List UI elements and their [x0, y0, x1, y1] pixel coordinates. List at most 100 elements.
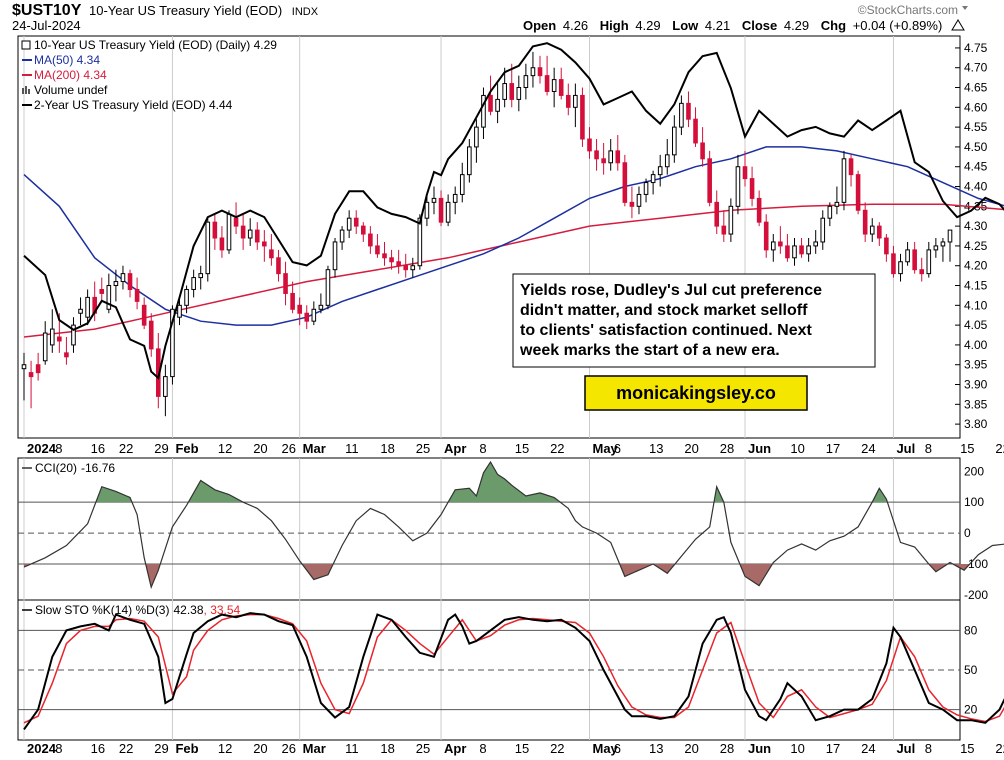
candle-body — [615, 150, 621, 164]
date-tick-label: 22 — [550, 741, 564, 756]
candle-body — [594, 150, 599, 160]
sto-d-line — [23, 613, 1004, 724]
low-label: Low — [672, 18, 699, 33]
chg-value: +0.04 (+0.89%) — [853, 18, 943, 33]
date-tick-label: 18 — [380, 441, 394, 456]
date-tick-label: Apr — [444, 441, 466, 456]
date-tick-label: 12 — [218, 441, 232, 456]
cci-series — [23, 460, 1004, 590]
candle-body — [297, 304, 302, 314]
candle-body — [325, 269, 331, 306]
date-tick-label: Mar — [303, 441, 326, 456]
cci-title: CCI(20) -16.76 — [35, 461, 115, 475]
price-tick-label: 4.25 — [964, 239, 988, 253]
site-badge-text: monicakingsley.co — [616, 383, 776, 403]
candle-body — [912, 249, 917, 271]
candle-body — [57, 336, 62, 342]
cci-oversold-fill — [24, 564, 970, 588]
two-year-yield-line — [23, 42, 1004, 380]
date-tick-label: 15 — [515, 441, 529, 456]
candle-body — [841, 158, 847, 203]
candle-body — [608, 150, 614, 164]
candle-body — [304, 312, 310, 322]
candle-body — [792, 245, 797, 259]
date-tick-label: 20 — [253, 441, 267, 456]
price-tick-label: 4.40 — [964, 180, 988, 194]
candle-body — [495, 98, 500, 112]
candle-body — [170, 308, 175, 378]
date-tick-label: Jul — [896, 441, 915, 456]
candle-body — [184, 288, 189, 306]
dropdown-arrow-icon[interactable] — [962, 6, 968, 10]
price-tick-label: 4.10 — [964, 298, 988, 312]
candle-body — [502, 83, 507, 100]
candle-body — [318, 304, 324, 310]
date-tick-label: 8 — [479, 441, 486, 456]
candle-body — [120, 273, 126, 283]
candle-body — [742, 166, 748, 180]
candle-body — [636, 193, 642, 207]
chg-label: Chg — [821, 18, 846, 33]
date-tick-label: 8 — [55, 741, 62, 756]
candle-body — [226, 213, 232, 251]
candle-body — [869, 225, 875, 235]
candle-body — [884, 237, 889, 255]
date-tick-label: 28 — [720, 741, 734, 756]
ticker-symbol: $UST10Y — [12, 2, 82, 19]
candlestick-series — [21, 51, 953, 417]
sto-legend: Slow STO %K(14) %D(3) 42.38, 33.54 — [22, 603, 241, 617]
candle-body — [445, 201, 451, 223]
candle-body — [106, 285, 112, 310]
sto-d-value: 33.54 — [210, 603, 240, 617]
sto-axis: 80 50 20 — [18, 623, 978, 717]
candle-body — [410, 265, 416, 271]
candle-body — [714, 201, 720, 227]
commentary-line-2: didn't matter, and stock market selloff — [520, 302, 808, 319]
candle-body — [113, 281, 119, 287]
legend-ma200: MA(200) 4.34 — [34, 68, 107, 82]
candle-body — [686, 102, 691, 120]
candle-body — [438, 197, 444, 223]
date-tick-label: May — [592, 741, 618, 756]
date-tick-label: Mar — [303, 741, 326, 756]
candle-body — [382, 253, 387, 259]
candle-body — [459, 174, 465, 195]
candle-body — [919, 269, 925, 275]
ohlc-readout: Open 4.26 High 4.29 Low 4.21 Close 4.29 … — [523, 18, 942, 33]
candle-body — [191, 277, 196, 290]
date-tick-label: Feb — [175, 741, 198, 756]
candle-body — [163, 376, 168, 397]
security-name: 10-Year US Treasury Yield (EOD) — [89, 3, 282, 18]
candle-body — [339, 229, 345, 243]
up-triangle-icon — [951, 19, 965, 31]
date-tick-label: Apr — [444, 741, 466, 756]
high-label: High — [600, 18, 629, 33]
candle-body — [42, 332, 48, 362]
commentary-line-3: to clients' satisfaction continued. Next — [520, 322, 813, 339]
candle-body — [848, 158, 854, 176]
date-tick-label: 22 — [550, 441, 564, 456]
candle-body — [360, 225, 366, 235]
price-tick-label: 4.45 — [964, 160, 988, 174]
date-tick-label: 15 — [960, 441, 974, 456]
candle-body — [650, 174, 656, 184]
candle-body — [530, 67, 536, 77]
candle-body — [551, 79, 557, 92]
candle-body — [785, 245, 790, 259]
date-tick-label: 6 — [614, 441, 621, 456]
candle-body — [806, 245, 811, 255]
candle-body — [276, 257, 281, 275]
price-tick-label: 4.00 — [964, 338, 988, 352]
price-tick-label: 4.15 — [964, 279, 988, 293]
candle-body — [21, 364, 27, 370]
date-tick-label: 13 — [649, 441, 663, 456]
candle-body — [467, 146, 472, 176]
candle-body — [537, 67, 543, 77]
date-axis-top: 2024 8 16 22 29 Feb 12 20 26 Mar 11 18 25 Apr 8 15 22 May… — [27, 441, 1004, 456]
candle-body — [707, 158, 712, 203]
date-tick-label: 20 — [684, 741, 698, 756]
ma200-line — [23, 203, 1004, 338]
date-tick-label: 12 — [218, 741, 232, 756]
candle-body — [891, 253, 896, 275]
